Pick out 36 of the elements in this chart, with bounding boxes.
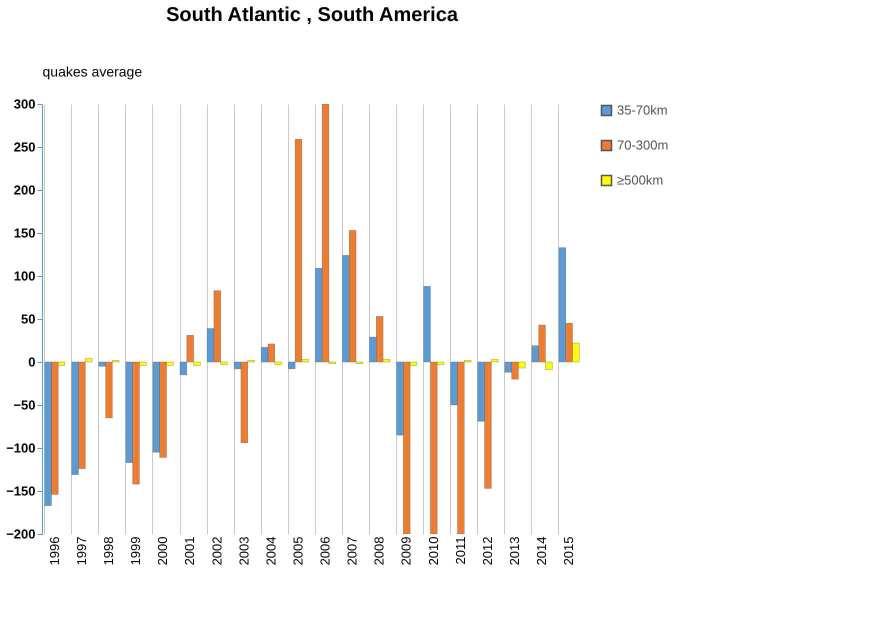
y-tick-label: −50 xyxy=(13,398,36,412)
x-tick-label: 2009 xyxy=(398,536,414,566)
y-tick-label: −150 xyxy=(6,484,36,498)
x-tick-label: 2005 xyxy=(290,536,306,566)
x-tick-label: 2002 xyxy=(209,536,224,566)
x-tick-label: 2000 xyxy=(155,536,170,566)
y-tick-label: 300 xyxy=(14,96,36,112)
y-tick-label: 0 xyxy=(28,354,36,370)
y-tick-label: 150 xyxy=(14,226,36,240)
x-tick-label: 2001 xyxy=(182,536,198,566)
y-tick-label: 100 xyxy=(14,268,36,284)
y-axis-title: quakes average xyxy=(42,64,142,80)
y-tick-label: 250 xyxy=(14,140,36,154)
x-tick-label: 1997 xyxy=(74,536,89,566)
x-tick-label: 2014 xyxy=(534,536,550,566)
x-tick-label: 2013 xyxy=(507,536,522,566)
x-tick-label: 2003 xyxy=(236,536,252,566)
x-tick-label: 2004 xyxy=(263,536,278,566)
x-tick-label: 1996 xyxy=(46,536,62,566)
x-tick-label: 2012 xyxy=(480,536,495,566)
legend-label: 70-300m xyxy=(617,138,668,152)
x-tick-label: 2015 xyxy=(561,536,576,566)
x-tick-label: 2006 xyxy=(318,536,333,566)
x-tick-label: 2010 xyxy=(426,536,441,566)
x-tick-label: 1999 xyxy=(128,536,144,566)
legend-label: ≥500km xyxy=(617,172,664,188)
y-tick-label: −200 xyxy=(6,526,36,542)
chart-title: South Atlantic , South America xyxy=(166,4,459,26)
legend-label: 35-70km xyxy=(617,102,668,118)
x-tick-label: 2011 xyxy=(452,536,468,564)
x-tick-label: 2008 xyxy=(372,536,387,566)
x-tick-label: 2007 xyxy=(344,536,360,566)
y-tick-label: −100 xyxy=(6,440,36,456)
y-tick-label: 50 xyxy=(21,312,36,326)
y-tick-label: 200 xyxy=(14,182,36,198)
x-tick-label: 1998 xyxy=(100,536,116,566)
